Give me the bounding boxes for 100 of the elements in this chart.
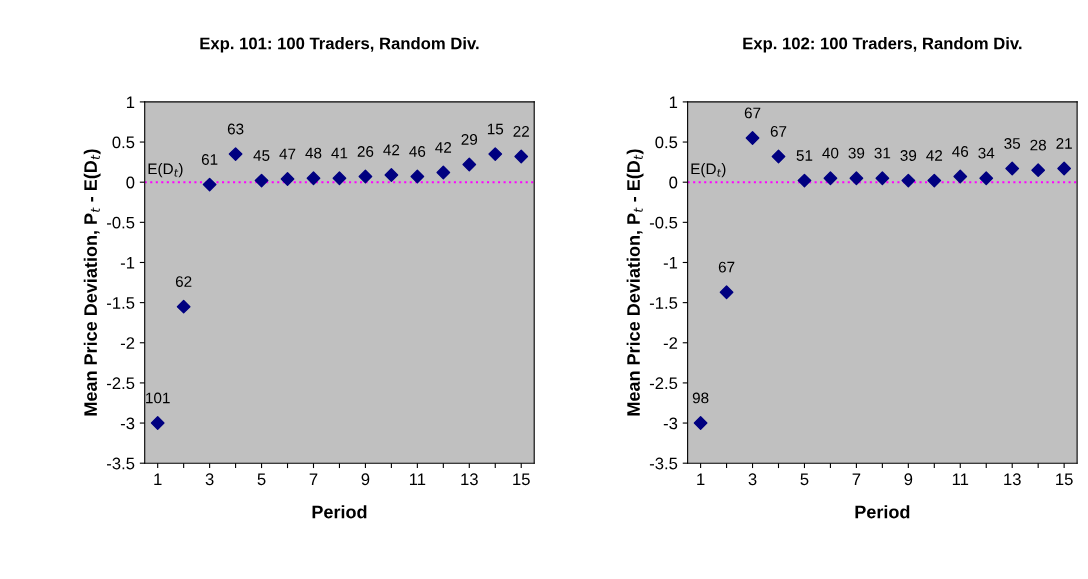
annotation: 29 (461, 134, 478, 145)
annotation: 46 (952, 146, 969, 157)
y-tick-label: -3.5 (649, 457, 678, 470)
x-tick-label: 1 (154, 473, 162, 485)
annotation: 48 (305, 147, 322, 159)
point (436, 165, 451, 180)
annotation: 34 (978, 147, 995, 159)
annotation: 101 (146, 392, 170, 404)
annotation: 51 (796, 150, 813, 161)
annotation: 41 (331, 147, 348, 159)
x-axis-title: Period (312, 505, 367, 519)
point (254, 173, 269, 188)
annotation: 98 (692, 392, 709, 404)
x-tick-label: 11 (952, 473, 969, 485)
x-tick-label: 7 (852, 473, 861, 485)
point (979, 171, 994, 186)
point (176, 299, 191, 314)
point (1031, 163, 1046, 178)
annotation: 22 (513, 125, 529, 137)
annotation: 15 (487, 123, 504, 135)
point (1057, 161, 1072, 176)
point (306, 171, 321, 186)
point (719, 285, 734, 300)
y-tick-label: -2.5 (649, 377, 678, 390)
y-tick-label: -1.5 (649, 297, 678, 309)
point (488, 147, 503, 161)
y-tick-label: 1 (126, 96, 135, 108)
annotation: 42 (383, 144, 400, 156)
point (771, 149, 786, 164)
x-tick-label: 5 (800, 473, 809, 486)
annotation: 26 (357, 146, 374, 157)
point (693, 416, 708, 430)
y-axis-title: Mean Price Deviation, P$_{t}$ - E(D$_{t}$) (83, 149, 101, 416)
x-tick-label: 15 (1056, 473, 1073, 486)
x-tick-label: 9 (904, 473, 913, 486)
point (797, 173, 812, 188)
point (745, 131, 760, 145)
annotation: 63 (227, 123, 244, 135)
x-tick-label: 3 (205, 473, 214, 486)
point (901, 173, 916, 188)
x-tick-label: 15 (513, 473, 530, 486)
x-tick-label: 11 (409, 473, 426, 485)
annotation: 40 (822, 147, 839, 159)
x-tick-label: 13 (1004, 473, 1021, 486)
x-tick-label: 5 (257, 473, 266, 486)
annotation: 31 (874, 147, 891, 159)
point (202, 177, 217, 192)
y-tick-label: -0.5 (649, 216, 678, 229)
annotation: 67 (770, 125, 787, 137)
point (849, 171, 864, 186)
y-tick-label: -2 (663, 337, 678, 349)
annotation: 39 (848, 147, 865, 159)
y-tick-label: -1.5 (107, 297, 135, 309)
point (332, 171, 347, 186)
point (927, 173, 942, 188)
y-tick-label: 0.5 (655, 136, 678, 149)
x-tick-label: 3 (748, 473, 757, 486)
annotation: 39 (900, 150, 917, 161)
y-tick-label: 0 (126, 176, 135, 189)
point (514, 149, 529, 164)
y-tick-label: -3.5 (107, 457, 135, 470)
x-tick-label: 7 (309, 473, 318, 485)
annotation: 67 (718, 261, 735, 273)
y-tick-label: 0.5 (112, 136, 135, 149)
y-tick-label: 1 (669, 96, 678, 108)
x-axis-title: Period (855, 505, 910, 519)
point (953, 169, 968, 184)
ref-line-label: E(D$_{t}$) (691, 163, 726, 178)
y-tick-label: -1 (120, 257, 135, 269)
annotation: 45 (253, 150, 270, 161)
x-tick-label: 9 (361, 473, 370, 486)
point (384, 168, 399, 182)
chart-title: Exp. 102: 100 Traders, Random Div. (743, 37, 1022, 53)
annotation: 21 (1056, 138, 1072, 149)
point (1005, 161, 1020, 176)
point (410, 169, 425, 184)
annotation: 35 (1004, 138, 1021, 149)
point (150, 416, 165, 430)
y-tick-label: -1 (663, 257, 678, 269)
point (875, 171, 890, 186)
annotation: 42 (926, 150, 943, 161)
x-tick-label: 13 (461, 473, 478, 486)
y-tick-label: -3 (120, 417, 135, 430)
point (228, 147, 243, 161)
ref-line-label: E(D$_{t}$) (148, 163, 183, 178)
y-tick-label: -0.5 (107, 216, 135, 229)
point (358, 169, 373, 184)
annotation: 46 (409, 146, 426, 157)
point (462, 157, 477, 172)
annotation: 61 (201, 154, 218, 165)
x-tick-label: 1 (697, 473, 705, 485)
point (280, 172, 295, 186)
annotation: 28 (1030, 139, 1046, 151)
y-tick-label: 0 (669, 176, 678, 189)
chart-title: Exp. 101: 100 Traders, Random Div. (200, 37, 479, 53)
y-tick-label: -3 (663, 417, 678, 430)
y-tick-label: -2 (120, 337, 135, 349)
annotation: 42 (435, 142, 452, 153)
annotation: 67 (744, 107, 761, 119)
annotation: 47 (279, 148, 296, 160)
